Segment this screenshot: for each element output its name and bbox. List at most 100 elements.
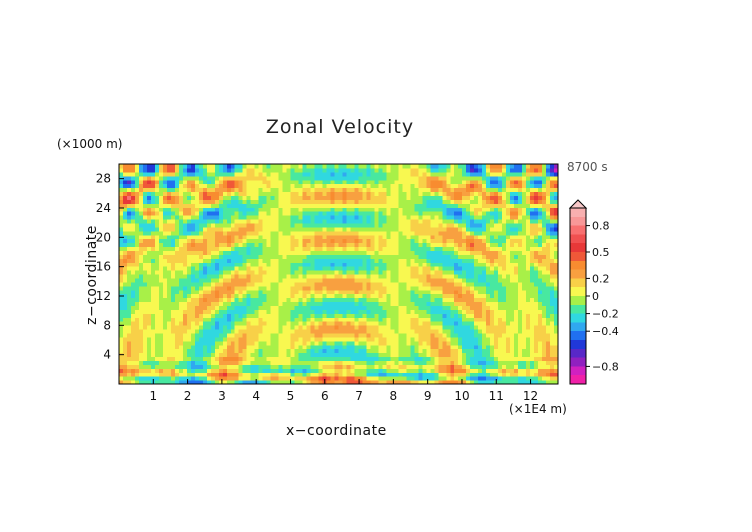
field-cell [290,266,296,271]
field-cell [462,336,467,342]
field-cell [406,325,411,330]
field-cell [494,360,499,365]
field-cell [422,368,427,373]
field-cell [390,222,395,228]
field-cell [302,344,308,350]
field-cell [370,372,376,377]
field-cell [254,230,260,236]
field-cell [370,332,376,338]
field-cell [550,368,555,373]
field-cell [322,234,328,240]
field-cell [538,230,543,236]
field-cell [510,352,515,358]
field-cell [330,266,336,271]
field-cell [470,376,475,381]
field-cell [546,258,551,263]
field-cell [302,329,308,334]
field-cell [202,246,208,252]
field-cell [354,352,360,358]
field-cell [122,270,128,275]
field-cell [338,270,344,275]
field-cell [434,270,439,275]
field-cell [322,368,328,373]
field-cell [230,309,236,314]
field-cell [366,215,372,220]
field-cell [310,285,316,291]
field-cell [450,317,455,322]
field-cell [246,332,252,338]
field-cell [266,203,272,208]
field-cell [222,344,228,350]
field-cell [342,348,348,354]
field-cell [214,297,220,303]
field-cell [454,360,459,365]
field-cell [322,219,328,224]
field-cell [494,348,499,354]
field-cell [502,336,507,342]
field-cell [134,230,140,236]
field-cell [374,274,380,279]
field-cell [119,238,124,244]
field-cell [386,372,391,377]
field-cell [406,332,411,338]
field-cell [402,352,407,358]
field-cell [278,226,284,232]
field-cell [278,309,284,314]
field-cell [366,289,372,295]
field-cell [314,274,320,279]
field-cell [362,364,368,369]
field-cell [318,340,324,346]
field-cell [290,258,296,263]
field-cell [170,301,176,307]
field-cell [402,219,407,224]
field-cell [282,270,288,275]
field-cell [206,301,212,307]
field-cell [122,325,128,330]
field-cell [158,325,164,330]
field-cell [362,301,368,307]
field-cell [342,352,348,358]
field-cell [534,222,539,228]
field-cell [254,305,260,310]
field-cell [426,376,431,381]
field-cell [386,356,391,362]
field-cell [362,274,368,279]
field-cell [418,348,423,354]
field-cell [274,250,280,255]
field-cell [218,313,224,318]
field-cell [390,336,395,342]
field-cell [394,246,399,252]
field-cell [286,230,292,236]
field-cell [394,325,399,330]
field-cell [550,340,555,346]
field-cell [378,380,383,385]
field-cell [270,340,276,346]
field-cell [294,219,300,224]
field-cell [494,313,499,318]
field-cell [550,289,555,295]
field-cell [482,372,487,377]
field-cell [482,336,487,342]
field-cell [274,285,280,291]
field-cell [190,360,196,365]
field-cell [250,234,256,240]
field-cell [350,222,356,228]
field-cell [398,285,403,291]
field-cell [462,226,467,232]
field-cell [490,364,495,369]
field-cell [234,321,240,326]
field-cell [402,289,407,295]
field-cell [174,234,180,240]
field-cell [434,329,439,334]
field-cell [250,313,256,318]
field-cell [518,266,523,271]
field-cell [374,368,380,373]
field-cell [250,352,256,358]
field-cell [134,329,140,334]
field-cell [418,301,423,307]
field-cell [446,364,451,369]
field-cell [290,356,296,362]
field-cell [258,285,264,291]
field-cell [246,250,252,255]
field-cell [434,321,439,326]
